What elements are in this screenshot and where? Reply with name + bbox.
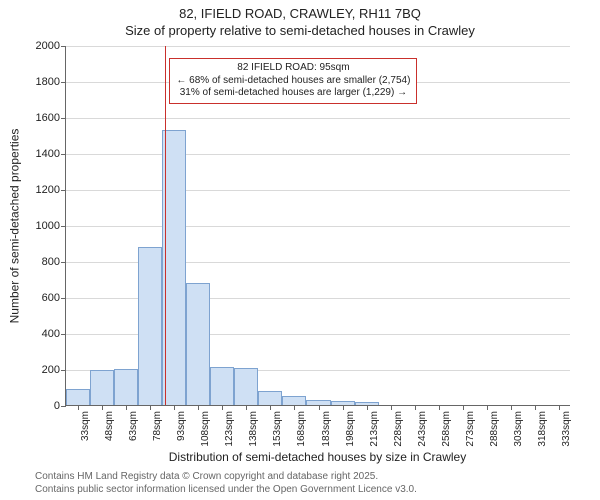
histogram-bar xyxy=(282,396,306,405)
x-tick-label: 153sqm xyxy=(270,405,283,447)
x-tick-label: 123sqm xyxy=(222,405,235,447)
histogram-bar xyxy=(210,367,234,405)
y-axis-label: Number of semi-detached properties xyxy=(6,46,22,406)
x-tick-label: 303sqm xyxy=(511,405,524,447)
histogram-bar xyxy=(66,389,90,405)
chart-subtitle: Size of property relative to semi-detach… xyxy=(0,23,600,40)
x-tick-label: 258sqm xyxy=(439,405,452,447)
x-tick-label: 183sqm xyxy=(319,405,332,447)
chart-title: 82, IFIELD ROAD, CRAWLEY, RH11 7BQ xyxy=(0,0,600,23)
y-tick-label: 1200 xyxy=(36,184,66,196)
x-axis-label: Distribution of semi-detached houses by … xyxy=(65,450,570,464)
footer-line-1: Contains HM Land Registry data © Crown c… xyxy=(35,471,417,484)
y-tick-label: 200 xyxy=(42,364,66,376)
histogram-bar xyxy=(186,283,210,405)
y-tick-label: 400 xyxy=(42,328,66,340)
histogram-bar xyxy=(234,368,258,405)
x-tick-label: 198sqm xyxy=(343,405,356,447)
gridline xyxy=(66,226,570,227)
chart-container: 82, IFIELD ROAD, CRAWLEY, RH11 7BQ Size … xyxy=(0,0,600,500)
histogram-bar xyxy=(258,391,282,405)
gridline xyxy=(66,118,570,119)
histogram-bar xyxy=(138,247,162,405)
x-tick-label: 273sqm xyxy=(463,405,476,447)
annotation-line: 82 IFIELD ROAD: 95sqm xyxy=(176,62,410,75)
x-tick-label: 108sqm xyxy=(198,405,211,447)
plot-area: 020040060080010001200140016001800200033s… xyxy=(65,46,570,406)
y-tick-label: 2000 xyxy=(36,40,66,52)
x-tick-label: 243sqm xyxy=(415,405,428,447)
footer-attribution: Contains HM Land Registry data © Crown c… xyxy=(35,471,417,496)
x-tick-label: 228sqm xyxy=(391,405,404,447)
x-tick-label: 138sqm xyxy=(246,405,259,447)
y-tick-label: 0 xyxy=(54,400,66,412)
x-tick-label: 78sqm xyxy=(150,405,163,441)
property-annotation: 82 IFIELD ROAD: 95sqm← 68% of semi-detac… xyxy=(169,58,417,104)
histogram-bar xyxy=(90,370,114,405)
y-tick-label: 1400 xyxy=(36,148,66,160)
x-tick-label: 168sqm xyxy=(294,405,307,447)
x-tick-label: 213sqm xyxy=(367,405,380,447)
gridline xyxy=(66,190,570,191)
annotation-line: ← 68% of semi-detached houses are smalle… xyxy=(176,75,410,88)
x-tick-label: 33sqm xyxy=(78,405,91,441)
x-tick-label: 93sqm xyxy=(174,405,187,441)
y-tick-label: 1800 xyxy=(36,76,66,88)
annotation-line: 31% of semi-detached houses are larger (… xyxy=(176,87,410,100)
x-tick-label: 333sqm xyxy=(559,405,572,447)
y-tick-label: 600 xyxy=(42,292,66,304)
footer-line-2: Contains public sector information licen… xyxy=(35,484,417,497)
y-tick-label: 1600 xyxy=(36,112,66,124)
x-tick-label: 63sqm xyxy=(126,405,139,441)
x-tick-label: 288sqm xyxy=(487,405,500,447)
y-tick-label: 1000 xyxy=(36,220,66,232)
x-tick-label: 48sqm xyxy=(102,405,115,441)
histogram-bar xyxy=(114,369,138,405)
gridline xyxy=(66,46,570,47)
property-marker-line xyxy=(165,46,166,405)
x-tick-label: 318sqm xyxy=(535,405,548,447)
gridline xyxy=(66,154,570,155)
y-tick-label: 800 xyxy=(42,256,66,268)
